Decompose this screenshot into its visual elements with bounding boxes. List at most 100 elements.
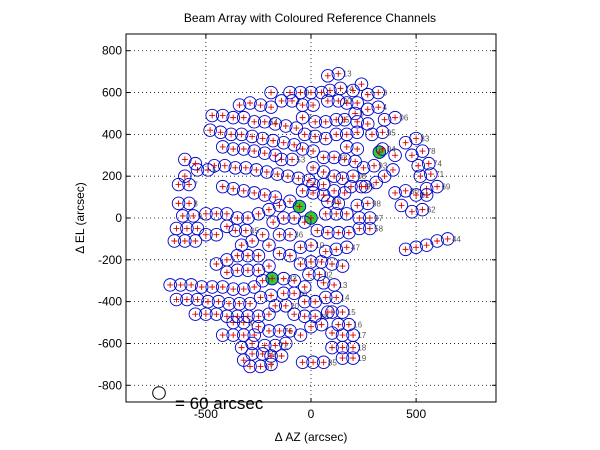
beam-center-marker [402,139,409,146]
beam-label: 19 [357,354,366,363]
beam-center-marker [333,246,340,253]
beam-center-marker [240,332,247,339]
beam-label: 44 [452,235,461,244]
y-tick-label: -400 [98,295,122,309]
beam-center-marker [310,148,317,155]
beam-circle [304,238,318,252]
beam-circle [283,248,297,263]
beam-circle [281,169,295,183]
beam-circle [297,280,312,294]
beam-center-marker [308,89,314,96]
beam-center-marker [213,231,220,238]
beam-center-marker [413,244,420,251]
beam-center-marker [236,300,243,307]
beam-circle [293,328,308,342]
beam-label: 20 [290,302,299,311]
beam-center-marker [265,242,272,249]
beam-center-marker [171,238,178,244]
beam-center-marker [318,321,325,328]
beam-circle [363,221,377,236]
beam-circle [329,242,343,257]
beam-label: 76 [284,327,293,336]
beam-center-marker [175,200,182,207]
beam-circle [257,115,272,129]
beam-center-marker [366,225,373,232]
beam-circle [226,110,240,125]
beam-circle [291,171,306,185]
beam-center-marker [329,261,336,267]
beam-circle [302,173,316,188]
beam-circle [220,265,234,280]
beam-center-marker [232,164,239,171]
beam-center-marker [354,100,361,106]
beam-center-marker [408,152,415,159]
reference-beam-center [376,149,383,156]
beam-label: 95 [387,128,396,137]
beam-center-marker [335,229,342,236]
beam-label: 10 [315,241,324,250]
beam-circle [297,294,312,309]
beam-center-marker [354,146,361,152]
beam-label: 98 [372,199,381,208]
beam-label: 2 [296,97,301,106]
beam-center-marker [173,225,180,232]
beam-circle [295,98,310,112]
beam-center-marker [238,242,245,249]
beam-center-marker [179,212,186,219]
beam-label: 7 [193,181,198,190]
beam-center-marker [331,154,338,161]
beam-label: 17 [357,331,366,340]
beam-center-marker [192,160,199,167]
beam-center-marker [312,133,319,140]
beam-center-marker [373,179,380,186]
beam-circle [274,94,289,108]
beam-circle [352,211,367,225]
beam-label: 83 [420,135,429,144]
beam-center-marker [291,215,298,221]
beam-center-marker [335,200,342,207]
beam-circle [424,167,438,181]
beam-label: 97 [374,214,383,223]
beam-center-marker [354,118,361,125]
beam-center-marker [230,332,237,339]
beam-circle [236,353,251,367]
beam-circle [297,309,312,323]
beam-center-marker [358,81,365,88]
beam-circle [405,205,419,219]
beam-center-marker [379,129,386,136]
beam-circle [314,317,329,332]
beam-circle [346,340,360,355]
beam-circle [287,211,301,225]
beam-circle [251,248,266,263]
beam-center-marker [188,281,195,288]
beam-circle [335,171,350,185]
beam-center-marker [234,313,241,320]
beam-center-marker [223,313,230,320]
beam-center-marker [270,219,277,226]
beam-circle [409,240,423,254]
beam-circle [163,278,177,292]
beam-center-marker [272,152,279,159]
beam-circle [361,87,375,102]
beam-center-marker [308,242,314,249]
beam-center-marker [320,359,327,366]
beam-center-marker [268,292,275,299]
beam-circle [329,290,343,305]
beam-circle [289,121,304,135]
beam-center-marker [202,311,209,318]
beam-circle [234,127,249,142]
y-axis-title: Δ EL (arcsec) [73,182,87,254]
beam-center-marker [331,187,338,194]
beam-center-marker [257,102,264,109]
beam-center-marker [329,330,336,336]
beam-center-marker [261,192,268,198]
beam-center-marker [186,181,193,188]
beam-circle [361,117,375,131]
beam-center-marker [230,185,237,192]
beam-circle [169,221,184,236]
beam-center-marker [408,208,415,215]
beam-label: 99 [366,183,375,192]
beam-label: 04 [387,145,396,154]
beam-center-marker [297,261,304,267]
